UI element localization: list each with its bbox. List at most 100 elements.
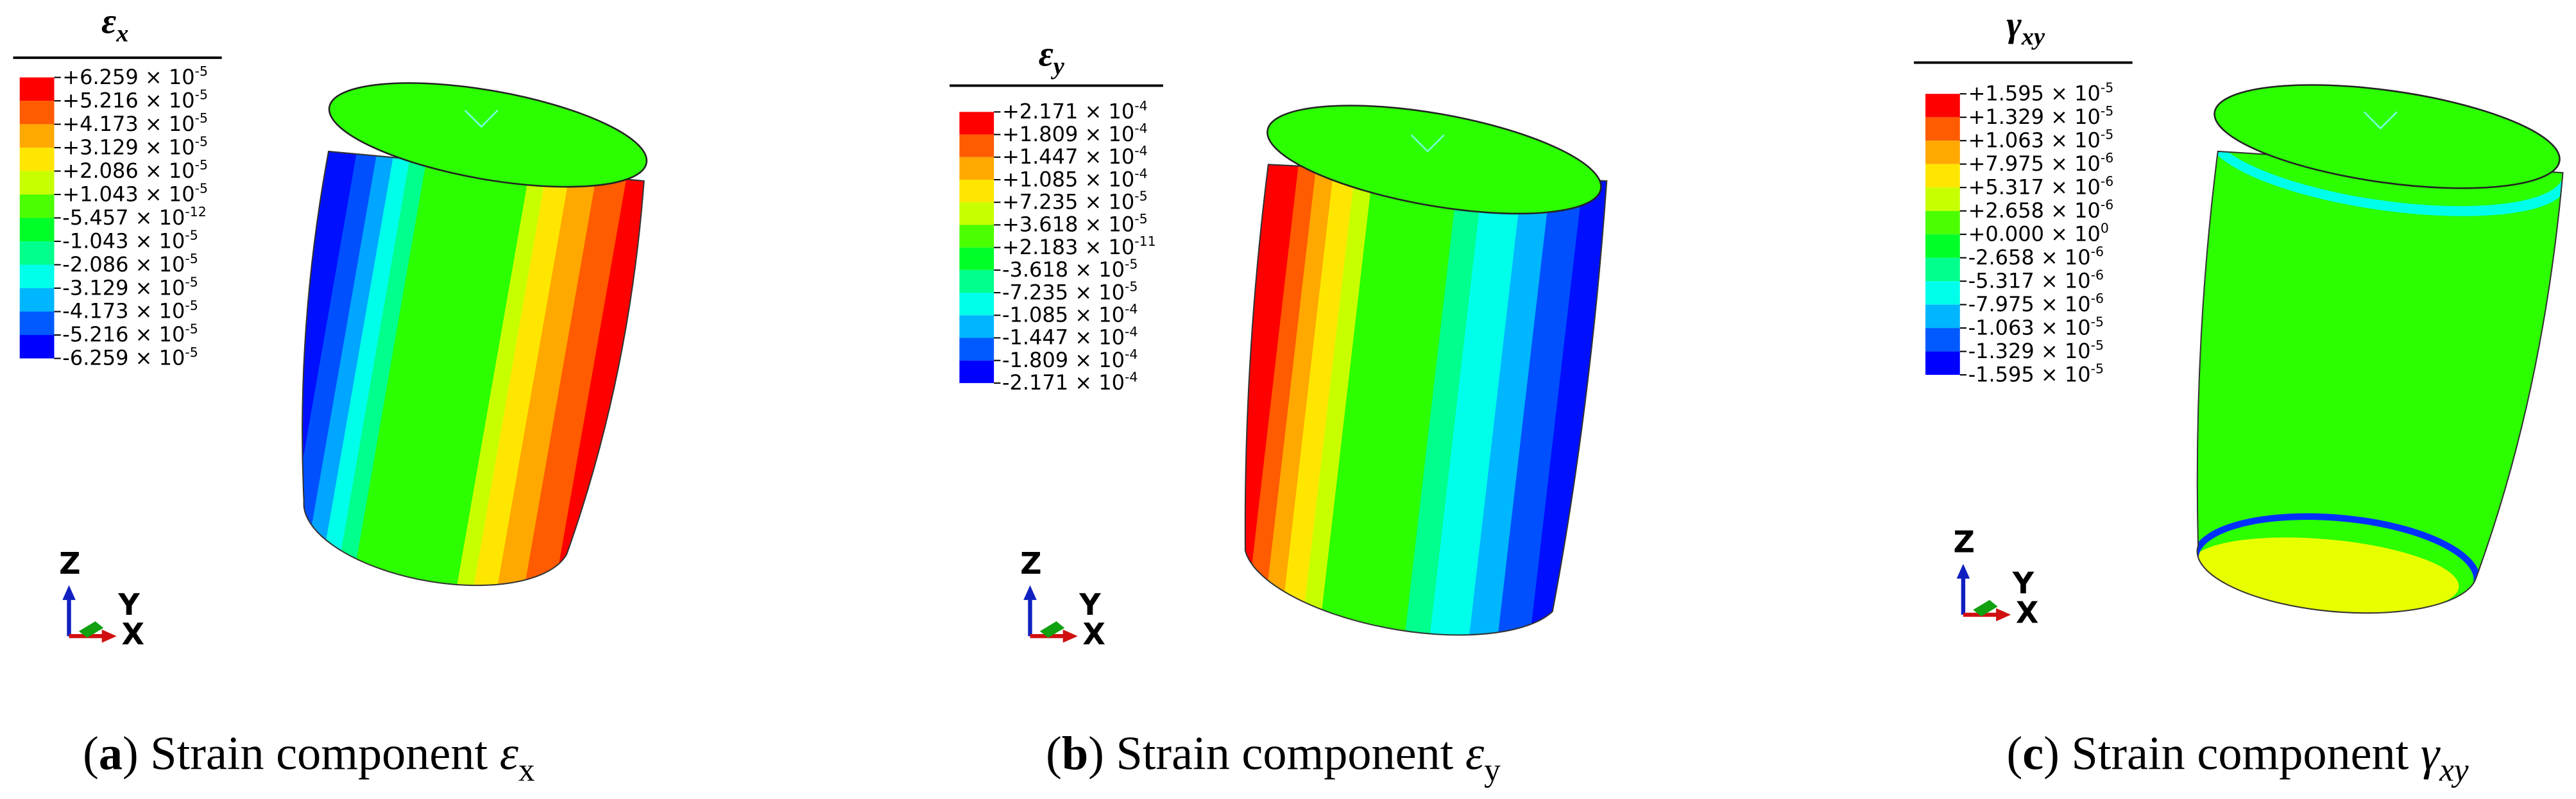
mantissa: +1.329 × 10	[1968, 105, 2101, 129]
mantissa: +1.809 × 10	[1002, 122, 1134, 146]
legend-swatch	[1925, 187, 1960, 211]
exponent: -5	[1125, 279, 1138, 295]
exponent: -6	[2091, 291, 2104, 306]
body-outline	[1244, 164, 1608, 636]
legend-swatch	[19, 241, 55, 265]
axis-z-head	[62, 585, 76, 600]
text-run: (	[83, 728, 99, 780]
legend-label: +3.618 × 10-5	[1002, 211, 1148, 237]
mantissa: -3.618 × 10	[1002, 257, 1125, 282]
legend-label: +4.173 × 10-5	[62, 110, 208, 136]
legend-swatch	[19, 194, 55, 218]
legend-swatch	[959, 180, 994, 203]
legend-swatch	[19, 218, 55, 242]
legend-swatch	[959, 134, 994, 157]
legend-label: +7.235 × 10-5	[1002, 189, 1148, 214]
legend-label: -1.809 × 10-4	[1002, 347, 1138, 372]
panel: εx+6.259 × 10-5+5.216 × 10-5+4.173 × 10-…	[13, 1, 648, 789]
legend-title: εx	[101, 1, 128, 47]
legend-swatch	[19, 171, 55, 195]
mantissa: +5.216 × 10	[62, 88, 194, 112]
exponent: -4	[1125, 302, 1138, 317]
mantissa: +1.595 × 10	[1968, 81, 2101, 105]
legend-swatch	[1925, 141, 1960, 164]
exponent: -5	[2101, 127, 2113, 142]
legend-label: -2.171 × 10-4	[1002, 369, 1138, 395]
mantissa: -5.317 × 10	[1968, 268, 2091, 293]
text-run: x	[115, 20, 128, 47]
text-run: a	[99, 728, 123, 780]
legend-swatch	[1925, 304, 1960, 329]
exponent: -4	[1134, 143, 1147, 159]
legend-label: +0.000 × 100	[1968, 221, 2109, 246]
mantissa: +4.173 × 10	[62, 112, 194, 136]
mantissa: +2.658 × 10	[1968, 198, 2101, 223]
legend-swatch	[19, 334, 55, 359]
text-run: (	[2006, 728, 2022, 780]
mantissa: -1.595 × 10	[1968, 362, 2091, 386]
body-outline	[2196, 150, 2564, 614]
exponent: -5	[195, 110, 208, 126]
axis-label: X	[1082, 617, 1105, 651]
legend-label: +2.658 × 10-6	[1968, 197, 2114, 223]
exponent: -4	[1134, 98, 1147, 114]
text-run: xy	[2439, 752, 2469, 789]
top-mark	[1410, 134, 1445, 153]
top-cap	[2213, 84, 2561, 189]
exponent: -12	[185, 204, 206, 219]
exponent: -5	[2101, 80, 2113, 96]
legend-swatch	[959, 293, 994, 316]
axis-x-head	[1062, 629, 1078, 643]
mantissa: +1.063 × 10	[1968, 128, 2101, 152]
exponent: -5	[2101, 103, 2113, 119]
axis-label: Y	[117, 587, 140, 622]
exponent: -5	[185, 298, 198, 313]
legend-swatch	[959, 270, 994, 293]
exponent: -5	[2091, 361, 2104, 377]
legend-label: -1.595 × 10-5	[1968, 361, 2104, 387]
legend-swatch	[19, 101, 55, 125]
legend-label: -3.129 × 10-5	[62, 274, 198, 300]
legend-swatch	[19, 77, 55, 101]
exponent: -4	[1125, 324, 1138, 339]
mantissa: -1.447 × 10	[1002, 325, 1125, 350]
legend-swatch	[959, 112, 994, 135]
exponent: -11	[1134, 234, 1156, 249]
axis-label: Y	[1079, 587, 1101, 622]
text-run: y	[1484, 752, 1501, 789]
top-mark	[2363, 111, 2398, 130]
body	[302, 151, 644, 586]
text-run: γ	[2421, 728, 2441, 780]
legend-swatch	[1925, 117, 1960, 141]
text-run: ) Strain component	[1088, 728, 1465, 780]
exponent: -6	[2101, 197, 2113, 212]
text-run: γ	[2006, 5, 2022, 45]
exponent: -6	[2101, 174, 2113, 189]
exponent: -6	[2101, 150, 2113, 166]
mantissa: -6.259 × 10	[62, 346, 185, 370]
exponent: -5	[185, 345, 198, 360]
legend-label: -5.457 × 10-12	[62, 204, 206, 230]
caption: (a) Strain component εx	[83, 728, 534, 789]
text-run: c	[2022, 728, 2043, 780]
caption: (b) Strain component εy	[1046, 728, 1501, 789]
mantissa: +0.000 × 10	[1968, 221, 2101, 246]
legend-swatch	[1925, 164, 1960, 188]
legend-title: εy	[1039, 35, 1065, 80]
text-run: x	[518, 752, 535, 789]
axis-label: X	[2016, 596, 2039, 630]
legend-swatch	[19, 311, 55, 335]
mantissa: +2.086 × 10	[62, 159, 194, 183]
legend-label: +1.595 × 10-5	[1968, 80, 2114, 106]
legend-label: -1.329 × 10-5	[1968, 338, 2104, 363]
mantissa: -5.457 × 10	[62, 205, 185, 230]
text-run: ε	[101, 1, 116, 41]
exponent: -4	[1134, 121, 1147, 136]
top-cap	[1267, 105, 1602, 215]
axis-label: Z	[1020, 546, 1041, 581]
legend-label: +1.447 × 10-4	[1002, 143, 1148, 169]
panel: γxy+1.595 × 10-5+1.329 × 10-5+1.063 × 10…	[1914, 5, 2564, 789]
top-cap	[328, 82, 648, 188]
legend-swatch	[1925, 281, 1960, 305]
legend-label: -2.086 × 10-5	[62, 251, 198, 277]
